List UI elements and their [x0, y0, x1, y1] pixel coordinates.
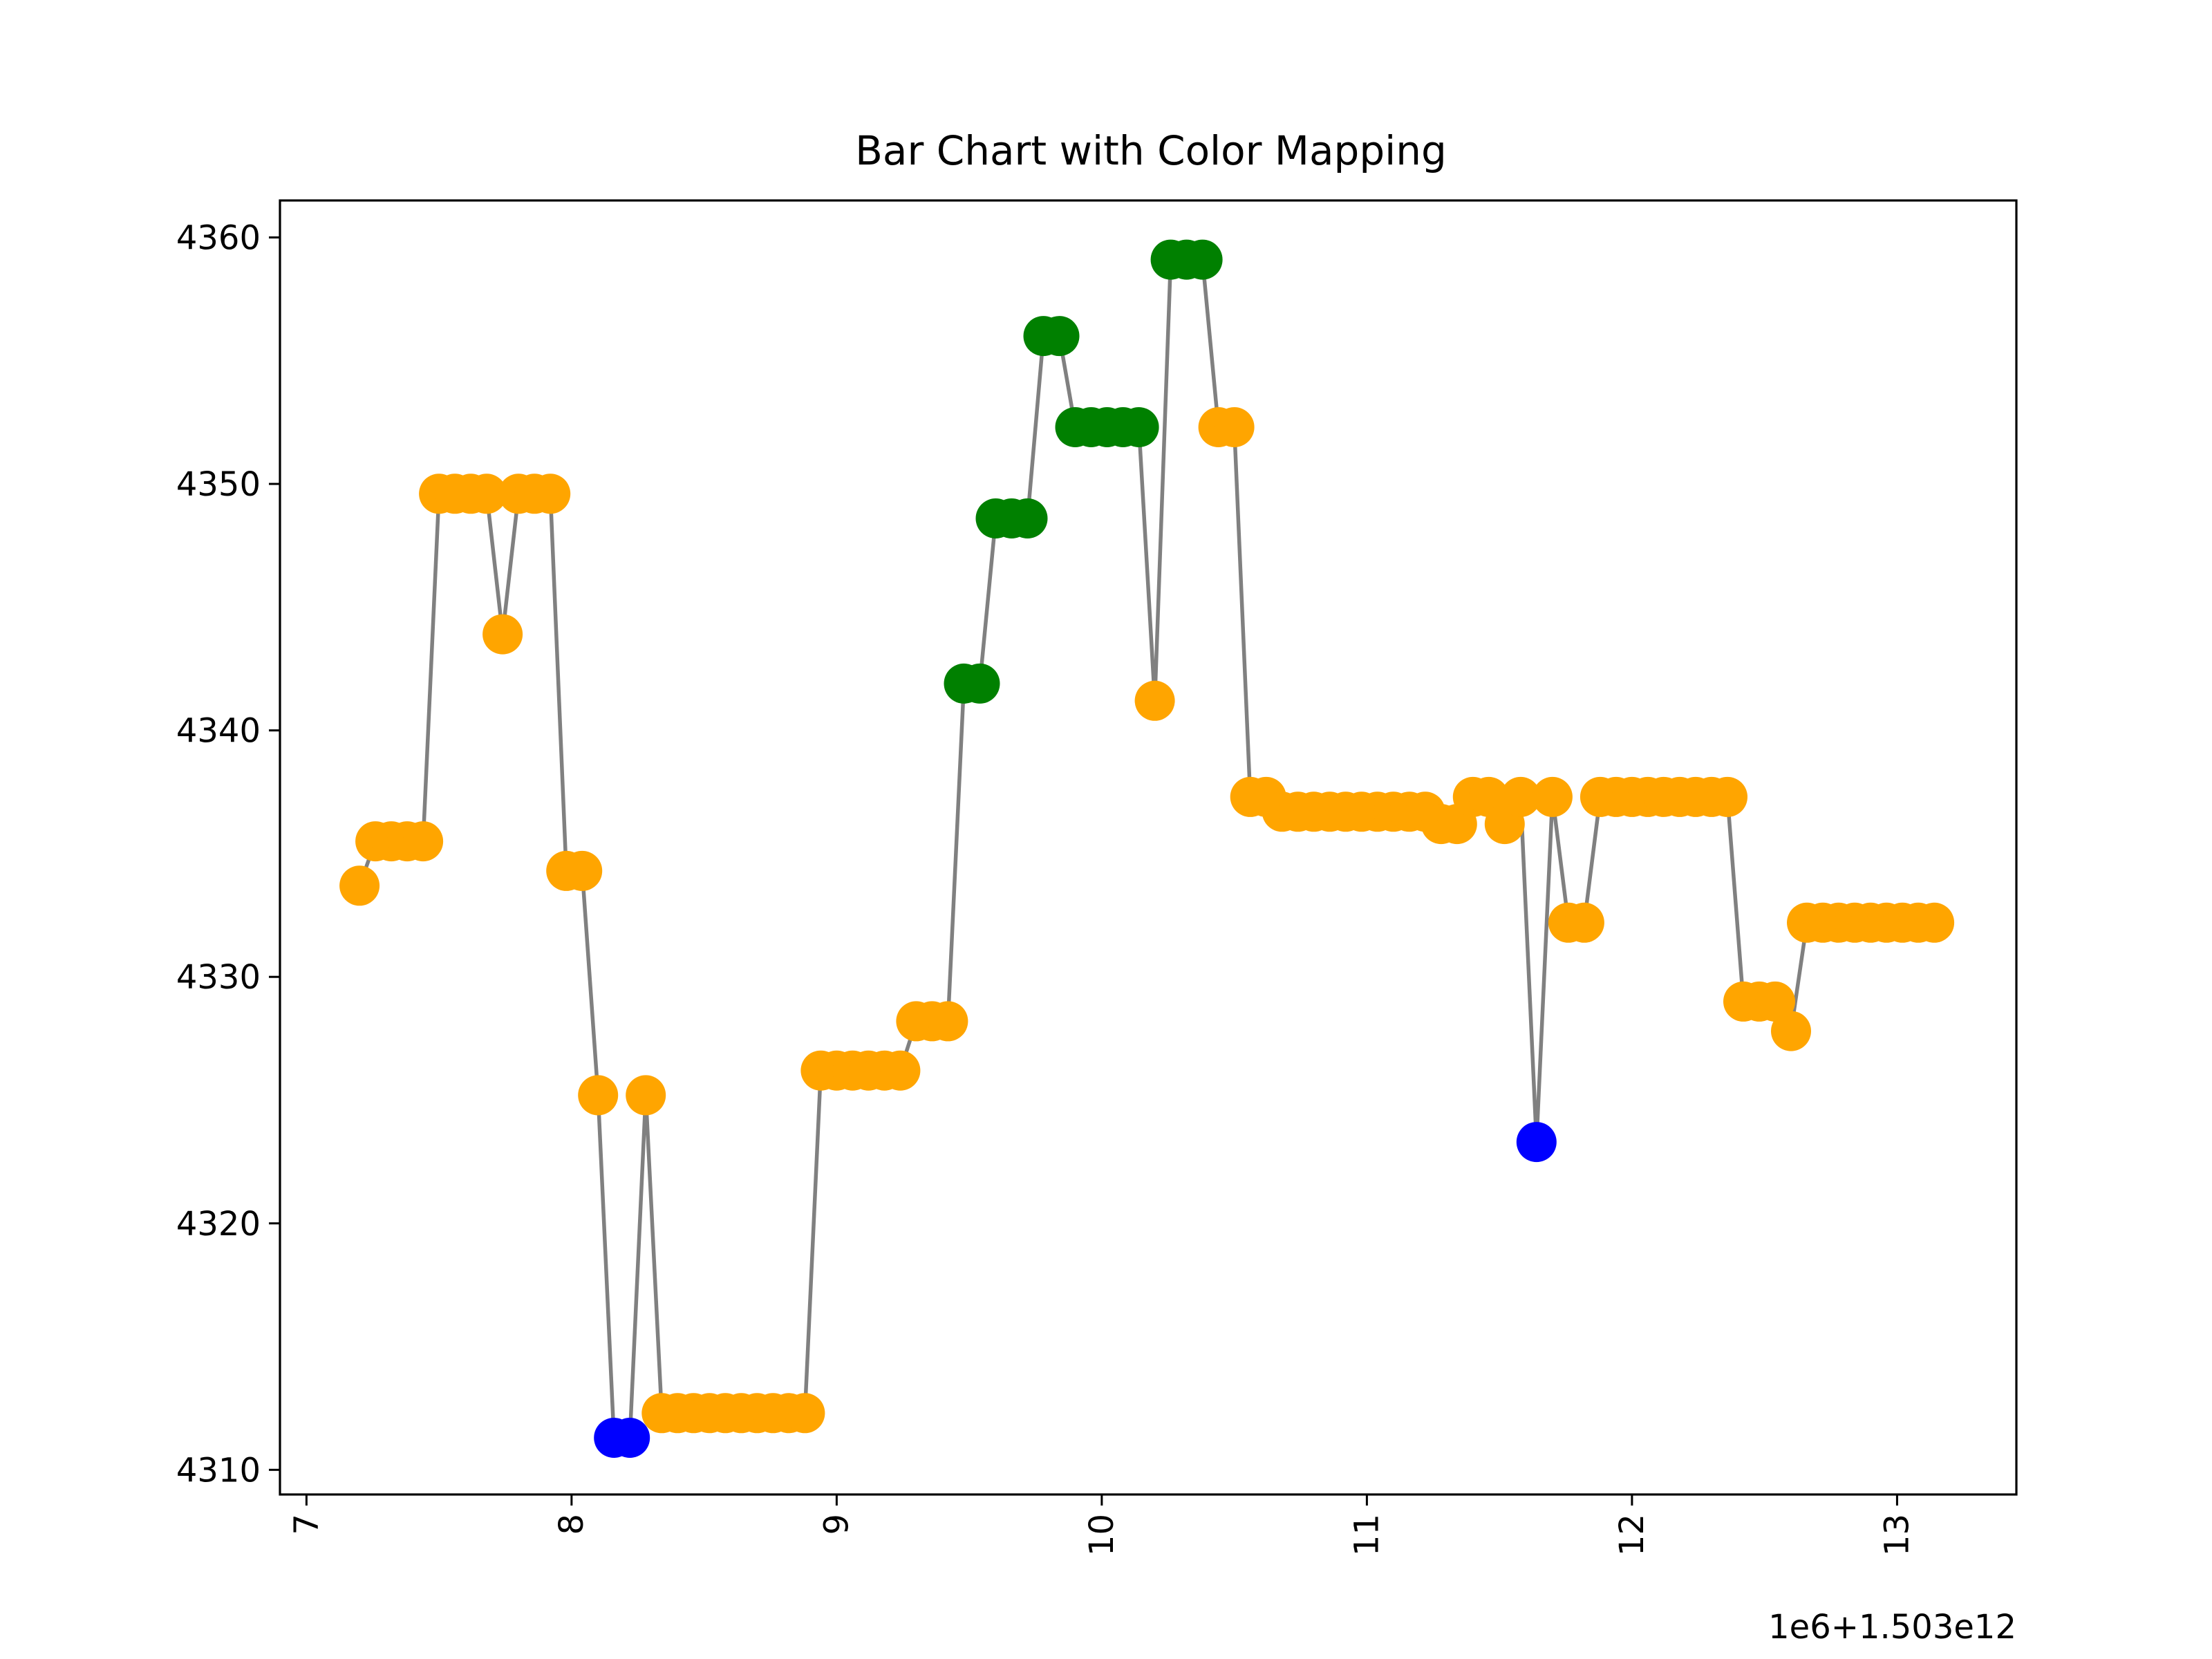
data-point-green — [1118, 407, 1159, 447]
data-point-orange — [626, 1075, 666, 1116]
x-tick-label: 10 — [1082, 1514, 1121, 1556]
data-point-orange — [482, 614, 523, 655]
x-axis-offset-label: 1e6+1.503e12 — [1768, 1608, 2016, 1647]
data-point-blue — [610, 1418, 650, 1458]
data-point-orange — [1564, 902, 1604, 943]
y-axis: 4310 4320 4330 4340 4350 4360 — [176, 218, 280, 1490]
data-point-orange — [578, 1075, 619, 1116]
data-point-orange — [1500, 776, 1541, 817]
data-point-orange — [562, 850, 603, 891]
axes-frame — [279, 199, 2018, 1496]
data-point-green — [1182, 239, 1223, 280]
data-point-orange — [1532, 776, 1573, 817]
data-point-orange — [1707, 776, 1747, 817]
y-tick-label: 4350 — [176, 465, 261, 504]
chart-title: Bar Chart with Color Mapping — [855, 127, 1447, 174]
data-point-orange — [1134, 680, 1175, 721]
x-tick-label: 13 — [1877, 1514, 1916, 1556]
data-point-green — [959, 663, 1000, 704]
y-tick-label: 4330 — [176, 958, 261, 997]
y-tick-label: 4340 — [176, 712, 261, 751]
data-point-orange — [1755, 981, 1795, 1022]
data-point-orange — [467, 474, 507, 514]
data-point-blue — [1516, 1122, 1557, 1163]
y-tick-label: 4360 — [176, 218, 261, 257]
data-point-orange — [1914, 902, 1955, 943]
data-point-orange — [880, 1050, 921, 1091]
data-point-orange — [785, 1393, 825, 1434]
x-tick-label: 7 — [287, 1514, 326, 1535]
x-tick-label: 12 — [1613, 1514, 1651, 1556]
y-tick-label: 4320 — [176, 1205, 261, 1244]
plot-area — [339, 239, 1955, 1458]
x-tick-label: 8 — [552, 1514, 591, 1535]
data-point-orange — [928, 1001, 968, 1042]
data-point-orange — [1214, 407, 1255, 447]
data-point-orange — [339, 865, 380, 906]
data-point-orange — [530, 474, 571, 514]
y-tick-label: 4310 — [176, 1451, 261, 1490]
data-point-orange — [1771, 1011, 1811, 1051]
x-tick-label: 9 — [817, 1514, 856, 1535]
data-point-green — [1039, 316, 1080, 357]
x-axis: 7 8 9 10 11 12 13 — [287, 1494, 1916, 1556]
data-point-orange — [403, 821, 444, 862]
data-point-green — [1007, 498, 1048, 538]
x-tick-label: 11 — [1347, 1514, 1386, 1556]
